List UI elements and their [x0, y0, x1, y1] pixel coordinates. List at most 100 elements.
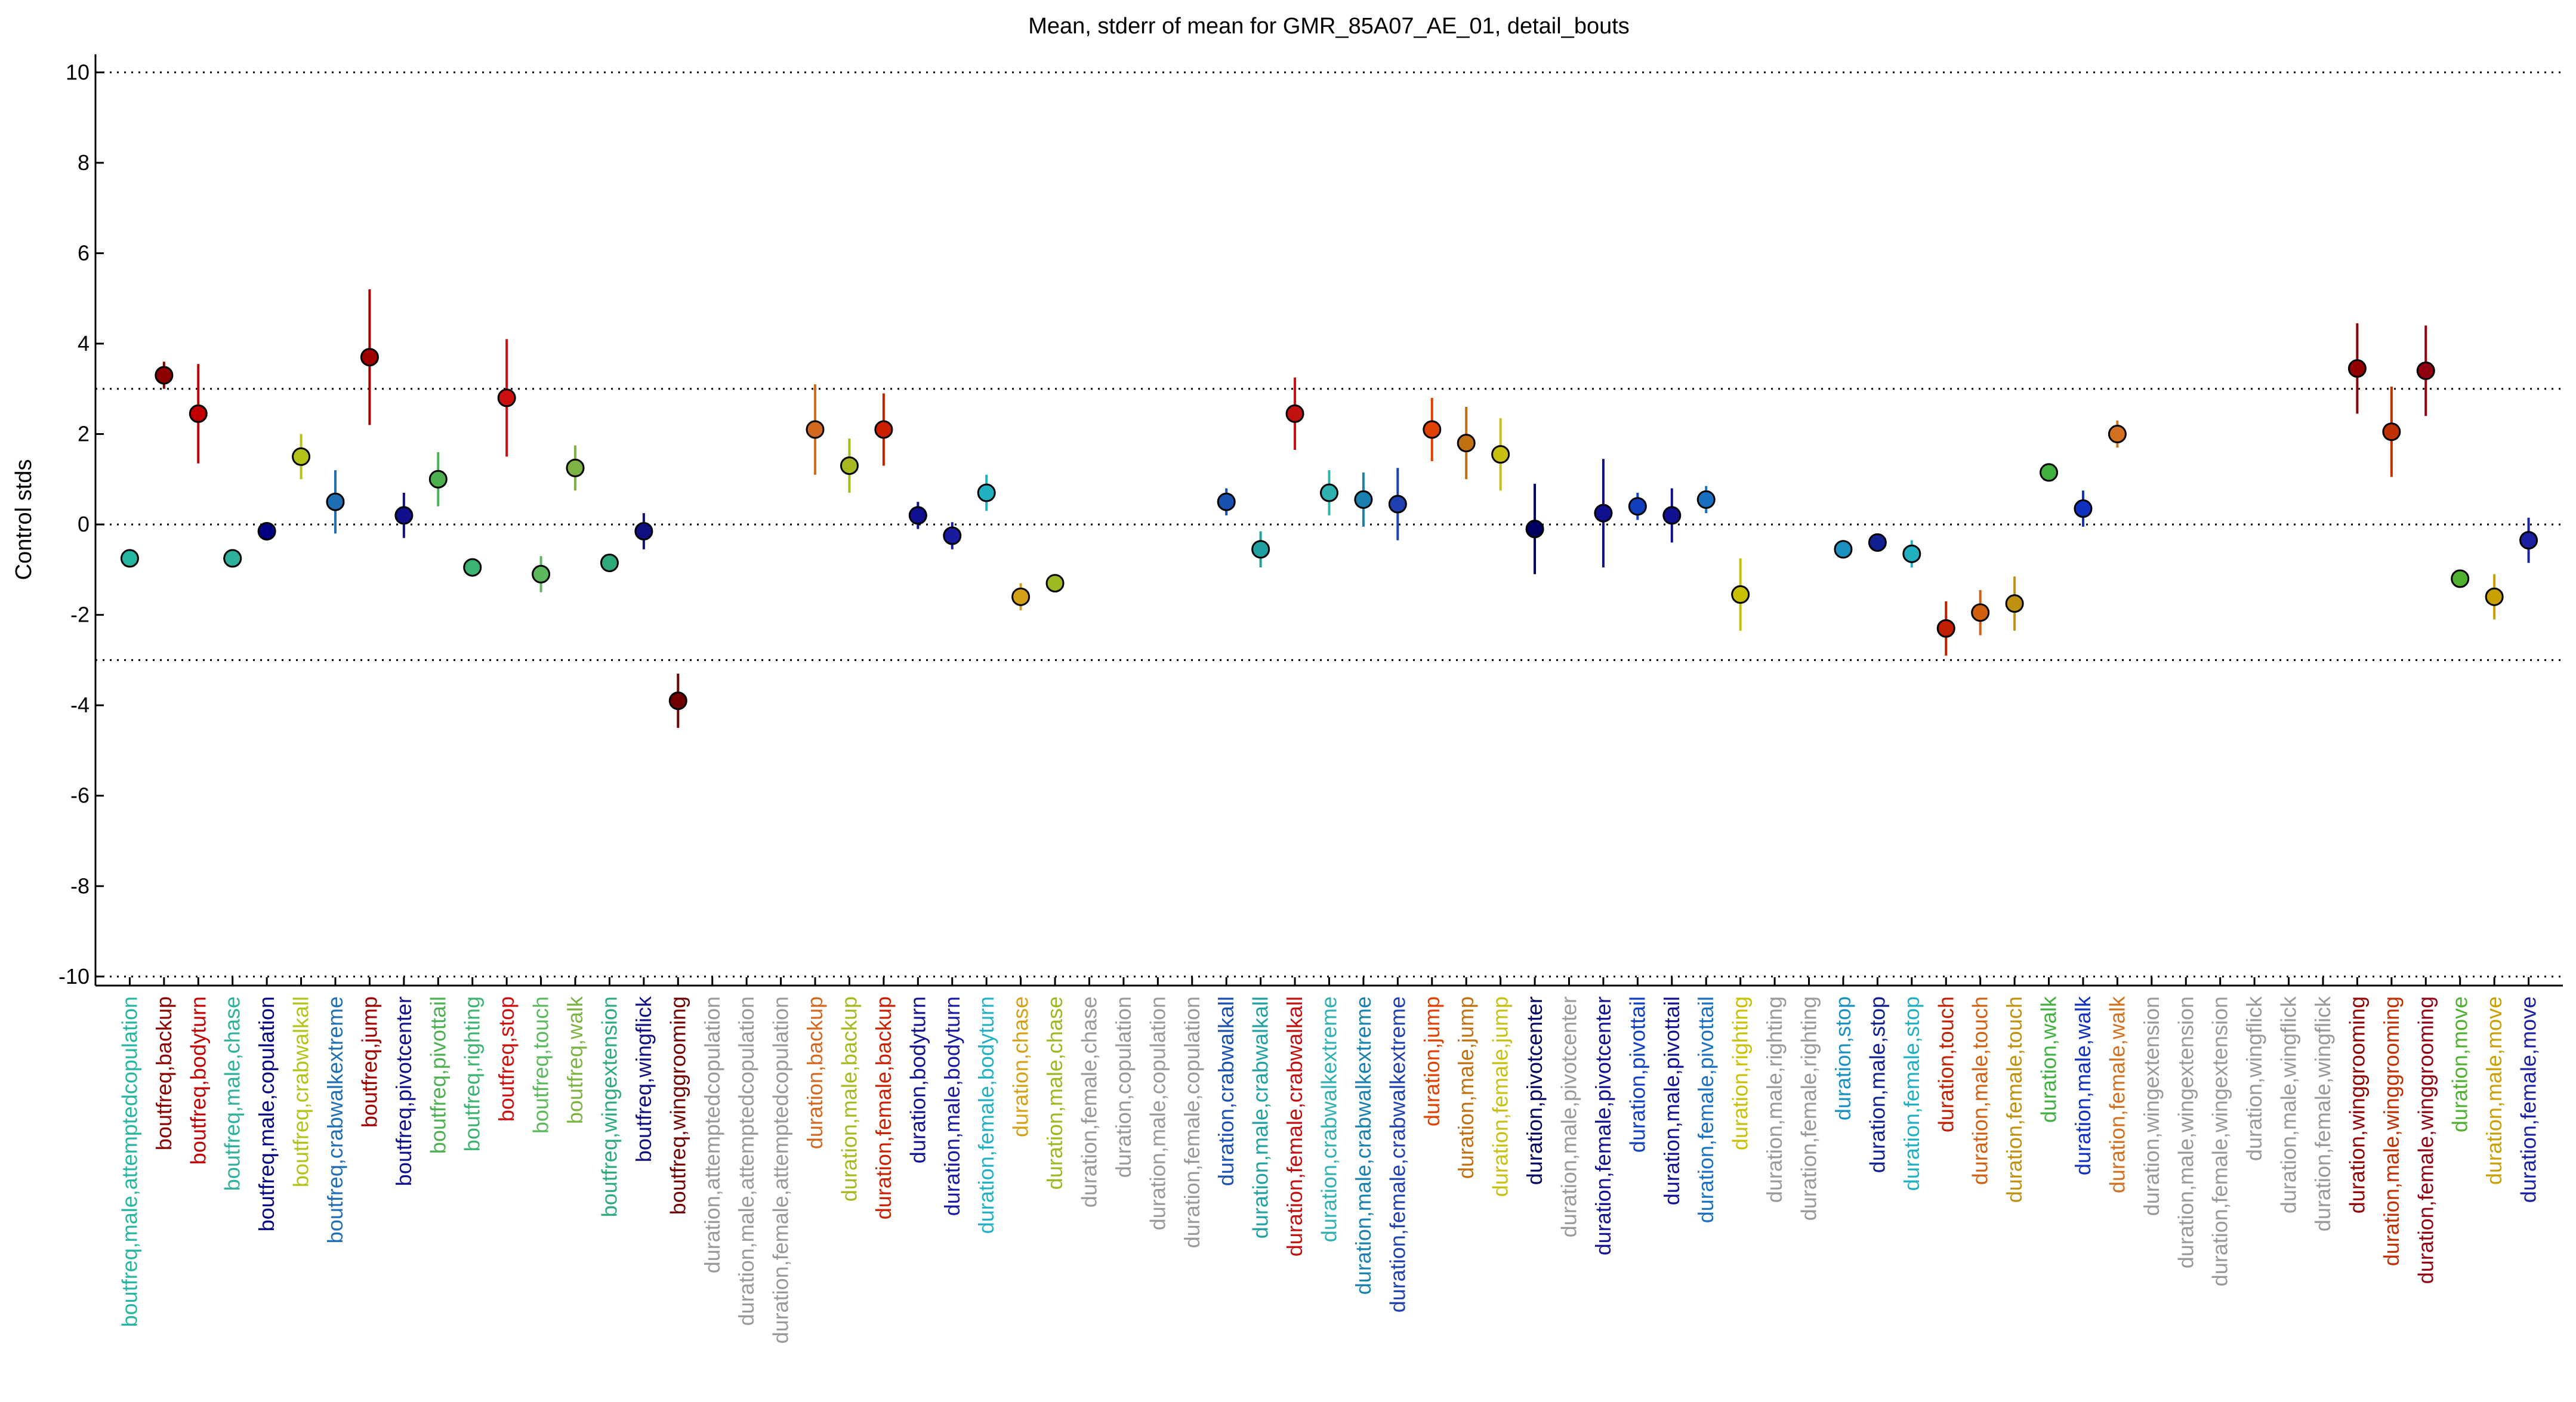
x-tick-label: boutfreq,male,copulation: [254, 996, 279, 1231]
x-tick-label: duration,winggrooming: [2344, 996, 2369, 1213]
x-tick-label: boutfreq,crabwalkall: [289, 996, 313, 1187]
mean-marker: [2074, 499, 2093, 518]
x-tick-label: duration,male,bodyturn: [940, 996, 964, 1216]
mean-marker: [840, 456, 859, 475]
x-tick-label: boutfreq,touch: [529, 996, 553, 1134]
x-tick-label: duration,female,pivottail: [1693, 996, 1718, 1223]
y-tick-label: 2: [78, 422, 90, 446]
mean-marker: [532, 564, 551, 583]
x-tick-label: duration,female,chase: [1076, 996, 1101, 1208]
x-tick-label: duration,female,wingextension: [2208, 996, 2232, 1286]
mean-marker: [2382, 422, 2401, 441]
mean-marker: [120, 549, 139, 568]
x-tick-label: duration,female,crabwalkall: [1282, 996, 1307, 1256]
x-tick-label: duration,female,pivotcenter: [1591, 996, 1615, 1255]
x-tick-label: duration,male,walk: [2071, 996, 2095, 1175]
x-tick-label: boutfreq,pivottail: [425, 996, 450, 1154]
y-tick-label: -6: [70, 783, 90, 808]
y-tick-label: -4: [70, 693, 90, 717]
x-tick-label: duration,pivottail: [1625, 996, 1649, 1153]
mean-marker: [1045, 574, 1065, 593]
x-tick-label: duration,male,wingflick: [2276, 996, 2301, 1213]
mean-marker: [1354, 490, 1373, 509]
mean-marker: [1217, 492, 1236, 511]
mean-marker: [1457, 434, 1476, 453]
x-tick-label: duration,male,attemptedcopulation: [734, 996, 758, 1326]
mean-marker: [1011, 587, 1031, 606]
x-tick-label: boutfreq,pivotcenter: [391, 996, 416, 1186]
x-tick-label: boutfreq,male,chase: [220, 996, 245, 1191]
x-tick-label: boutfreq,backup: [152, 996, 176, 1150]
x-tick-label: duration,female,copulation: [1180, 996, 1204, 1248]
x-tick-label: boutfreq,male,attemptedcopulation: [117, 996, 141, 1327]
mean-marker: [806, 420, 825, 439]
mean-marker: [566, 458, 585, 477]
mean-marker: [2519, 531, 2538, 550]
mean-marker: [1834, 540, 1853, 559]
x-tick-label: duration,stop: [1831, 996, 1855, 1120]
x-tick-label: duration,chase: [1008, 996, 1033, 1137]
x-tick-label: duration,female,move: [2516, 996, 2541, 1203]
mean-marker: [1251, 540, 1270, 559]
x-tick-label: duration,male,touch: [1968, 996, 1992, 1185]
mean-marker: [428, 470, 448, 489]
x-tick-label: duration,female,winggrooming: [2413, 996, 2438, 1284]
x-tick-label: boutfreq,wingextension: [597, 996, 621, 1217]
y-tick-label: 0: [78, 512, 90, 536]
mean-marker: [497, 388, 516, 407]
mean-marker: [977, 483, 996, 502]
x-tick-label: boutfreq,jump: [357, 996, 381, 1128]
x-tick-label: duration,male,wingextension: [2173, 996, 2198, 1268]
x-tick-label: duration,female,wingflick: [2310, 996, 2335, 1231]
x-tick-label: duration,male,crabwalkextreme: [1351, 996, 1375, 1295]
mean-marker: [1594, 504, 1613, 523]
mean-marker: [155, 366, 174, 385]
chart-title: Mean, stderr of mean for GMR_85A07_AE_01…: [1028, 14, 1630, 39]
x-tick-label: duration,male,backup: [837, 996, 861, 1202]
mean-marker: [668, 691, 687, 711]
x-tick-label: boutfreq,walk: [563, 996, 587, 1124]
y-tick-label: 8: [78, 150, 90, 175]
mean-marker: [1423, 420, 1442, 439]
x-tick-label: duration,male,copulation: [1145, 996, 1170, 1230]
mean-marker: [1388, 495, 1407, 514]
x-tick-label: duration,righting: [1728, 996, 1753, 1150]
x-tick-label: duration,male,pivotcenter: [1557, 996, 1581, 1237]
x-tick-label: duration,female,righting: [1797, 996, 1821, 1221]
mean-marker: [1902, 544, 1921, 563]
mean-marker: [943, 526, 962, 545]
x-tick-label: duration,female,touch: [2002, 996, 2026, 1203]
x-tick-label: duration,backup: [803, 996, 827, 1149]
mean-marker: [1628, 497, 1647, 516]
x-tick-label: duration,male,winggrooming: [2379, 996, 2404, 1266]
y-tick-label: 6: [78, 240, 90, 265]
x-tick-label: duration,male,jump: [1454, 996, 1478, 1179]
mean-marker: [1971, 603, 1990, 622]
mean-marker: [2005, 594, 2024, 613]
mean-marker: [908, 506, 927, 525]
x-tick-label: boutfreq,wingflick: [631, 996, 656, 1162]
mean-marker: [292, 447, 311, 466]
mean-marker: [1868, 533, 1887, 552]
x-tick-label: duration,female,attemptedcopulation: [769, 996, 793, 1344]
x-tick-label: duration,female,stop: [1899, 996, 1924, 1191]
x-tick-label: duration,jump: [1420, 996, 1444, 1126]
x-tick-label: boutfreq,stop: [494, 996, 519, 1122]
x-tick-label: duration,bodyturn: [905, 996, 930, 1163]
y-tick-label: -8: [70, 873, 90, 898]
x-tick-label: duration,crabwalkall: [1214, 996, 1238, 1186]
x-tick-label: boutfreq,winggrooming: [665, 996, 690, 1215]
x-tick-label: duration,female,bodyturn: [974, 996, 998, 1234]
x-tick-label: duration,crabwalkextreme: [1317, 996, 1341, 1242]
x-tick-label: duration,female,crabwalkextreme: [1385, 996, 1409, 1313]
y-tick-label: 10: [66, 60, 90, 84]
mean-marker: [634, 521, 653, 541]
mean-marker: [360, 348, 379, 367]
x-tick-label: duration,move: [2448, 996, 2472, 1132]
mean-marker: [1320, 483, 1338, 502]
x-tick-label: duration,female,jump: [1488, 996, 1513, 1197]
x-tick-label: duration,copulation: [1111, 996, 1136, 1178]
x-tick-label: duration,wingflick: [2242, 996, 2266, 1161]
x-tick-label: duration,male,righting: [1762, 996, 1787, 1203]
